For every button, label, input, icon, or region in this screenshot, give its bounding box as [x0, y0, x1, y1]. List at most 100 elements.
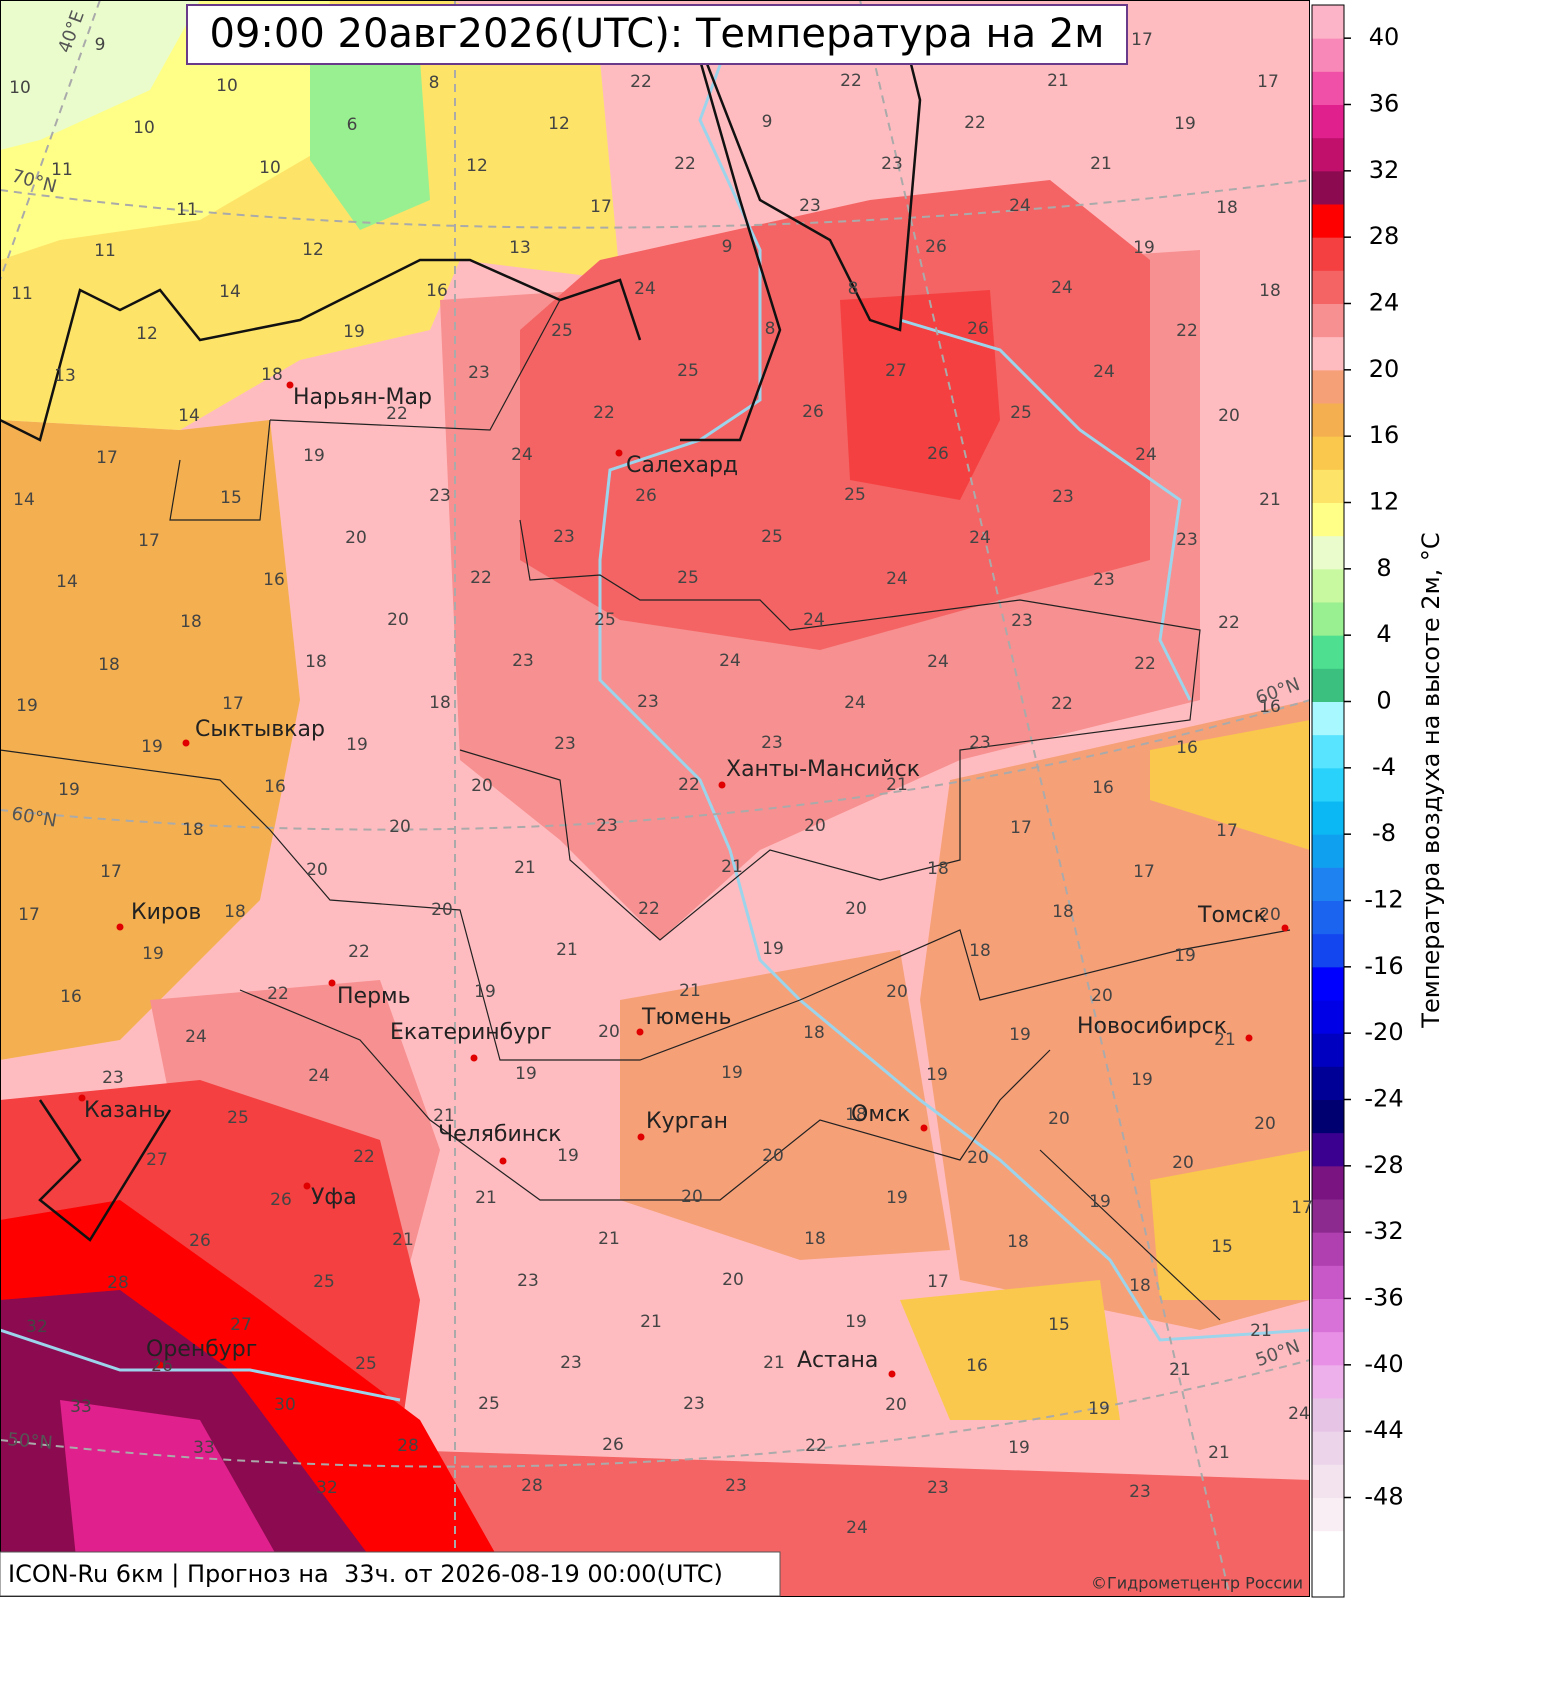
- temperature-label: 25: [227, 1108, 249, 1128]
- temperature-label: 23: [725, 1476, 747, 1496]
- colorbar-swatch: [1312, 1265, 1344, 1299]
- city-dot: [78, 1094, 86, 1102]
- temperature-label: 22: [1134, 654, 1156, 674]
- colorbar-tick-label: -16: [1364, 952, 1403, 980]
- temperature-label: 18: [1216, 198, 1238, 218]
- temperature-label: 23: [683, 1394, 705, 1414]
- colorbar-tick-label: 40: [1369, 23, 1400, 51]
- colorbar-tick-label: 4: [1376, 620, 1391, 648]
- temperature-label: 15: [1048, 1315, 1070, 1335]
- city-dot: [303, 1182, 311, 1190]
- temperature-label: 10: [259, 158, 281, 178]
- colorbar-swatch: [1312, 635, 1344, 669]
- temperature-label: 18: [224, 902, 246, 922]
- temperature-label: 23: [637, 692, 659, 712]
- temperature-label: 23: [799, 196, 821, 216]
- city-label: Пермь: [337, 984, 411, 1009]
- temperature-label: 20: [306, 860, 328, 880]
- temperature-label: 18: [98, 655, 120, 675]
- temperature-label: 17: [1133, 862, 1155, 882]
- temperature-label: 19: [845, 1312, 867, 1332]
- temperature-label: 23: [512, 651, 534, 671]
- colorbar-tick-label: -24: [1364, 1085, 1403, 1113]
- colorbar-tick-label: -36: [1364, 1284, 1403, 1312]
- temperature-label: 16: [426, 281, 448, 301]
- city-label: Курган: [646, 1109, 728, 1134]
- temperature-label: 27: [885, 361, 907, 381]
- temperature-label: 24: [846, 1518, 868, 1538]
- temperature-label: 26: [802, 402, 824, 422]
- temperature-label: 25: [677, 361, 699, 381]
- city-dot: [888, 1370, 896, 1378]
- title: 09:00 20авг2026(UTC): Температура на 2м: [210, 11, 1105, 57]
- temperature-label: 25: [478, 1394, 500, 1414]
- temperature-label: 24: [634, 279, 656, 299]
- temperature-label: 30: [274, 1395, 296, 1415]
- temperature-label: 23: [927, 1478, 949, 1498]
- temperature-label: 22: [840, 71, 862, 91]
- temperature-label: 17: [1216, 821, 1238, 841]
- title-box: [186, 4, 1128, 65]
- temperature-label: 19: [1174, 946, 1196, 966]
- temperature-label: 33: [193, 1438, 215, 1458]
- temperature-label: 22: [353, 1147, 375, 1167]
- temperature-label: 20: [389, 817, 411, 837]
- temperature-label: 20: [598, 1022, 620, 1042]
- footer: ICON-Ru 6км | Прогноз на 33ч. от 2026-08…: [8, 1560, 723, 1588]
- city-label: Тюмень: [641, 1005, 731, 1030]
- colorbar-tick-label: -40: [1364, 1350, 1403, 1378]
- city-markers: [78, 381, 1289, 1378]
- temperature-label: 12: [466, 156, 488, 176]
- temperature-label: 25: [551, 321, 573, 341]
- temperature-label: 17: [1257, 72, 1279, 92]
- temperature-label: 22: [638, 899, 660, 919]
- colorbar-swatch: [1312, 469, 1344, 503]
- temperature-label: 24: [1051, 278, 1073, 298]
- temperature-label: 23: [596, 816, 618, 836]
- temperature-label: 19: [886, 1188, 908, 1208]
- city-dot: [636, 1028, 644, 1036]
- colorbar-tick-label: -48: [1364, 1483, 1403, 1511]
- colorbar-tick-label: 28: [1369, 222, 1400, 250]
- temperature-label: 16: [1259, 697, 1281, 717]
- temperature-label: 22: [678, 775, 700, 795]
- temperature-label: 22: [1218, 613, 1240, 633]
- temperature-label: 21: [1208, 1443, 1230, 1463]
- temperature-label: 8: [429, 73, 440, 93]
- colorbar-frame: [1311, 4, 1345, 1598]
- temperature-label: 25: [761, 527, 783, 547]
- temperature-label: 26: [151, 1356, 173, 1376]
- colorbar-swatch: [1312, 237, 1344, 271]
- temperature-label: 21: [556, 940, 578, 960]
- temperature-label: 14: [13, 490, 35, 510]
- temperature-label: 21: [1047, 71, 1069, 91]
- colorbar-swatch: [1312, 1530, 1344, 1565]
- temperature-label: 27: [146, 1150, 168, 1170]
- temperature-label: 21: [1259, 490, 1281, 510]
- temperature-label: 21: [721, 857, 743, 877]
- temperature-label: 21: [1250, 1321, 1272, 1341]
- city-label: Сыктывкар: [195, 717, 325, 742]
- temperature-label: 20: [804, 816, 826, 836]
- temperature-label: 23: [554, 734, 576, 754]
- temperature-label: 10: [216, 76, 238, 96]
- colorbar-swatch: [1312, 270, 1344, 304]
- temperature-label: 23: [969, 733, 991, 753]
- temperature-label: 21: [514, 858, 536, 878]
- temperature-label: 16: [264, 777, 286, 797]
- city-dot: [1245, 1034, 1253, 1042]
- temperature-label: 26: [189, 1231, 211, 1251]
- colorbar-tick-label: 36: [1369, 90, 1400, 118]
- temperature-label: 23: [429, 486, 451, 506]
- temperature-label: 15: [220, 488, 242, 508]
- temperature-label: 20: [431, 900, 453, 920]
- colorbar-swatch: [1312, 336, 1344, 371]
- temperature-label: 23: [102, 1068, 124, 1088]
- colorbar-swatch: [1312, 369, 1344, 404]
- temperature-label: 19: [1008, 1438, 1030, 1458]
- temperature-label: 13: [54, 366, 76, 386]
- colorbar-swatch: [1312, 1398, 1344, 1432]
- temperature-label: 11: [94, 241, 116, 261]
- temperature-label: 24: [308, 1066, 330, 1086]
- city-dot: [718, 781, 726, 789]
